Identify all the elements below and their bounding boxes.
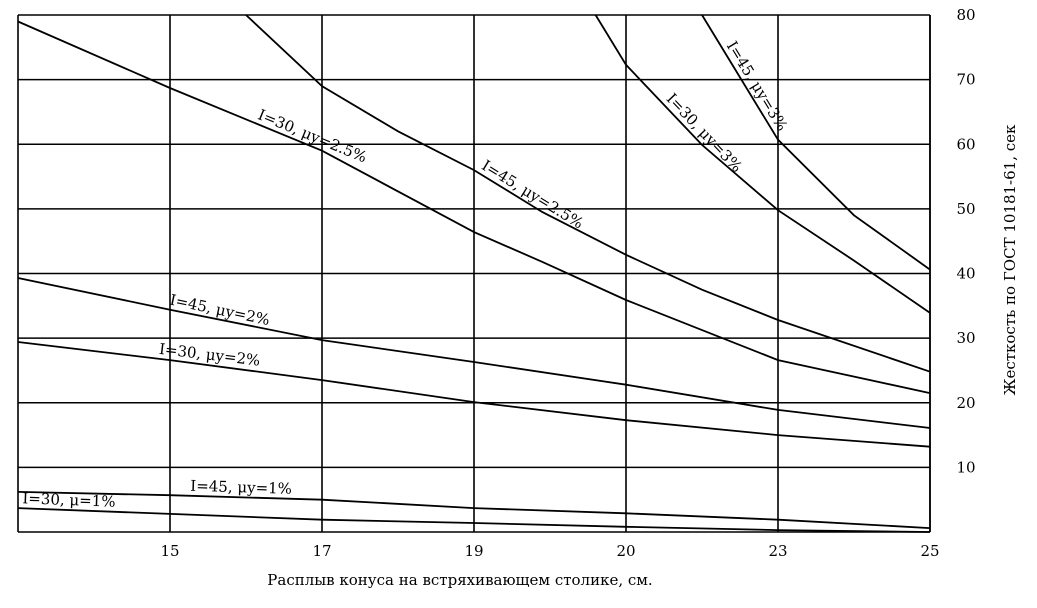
series-line [17, 507, 931, 533]
y-tick-label: 30 [956, 329, 975, 347]
series-label: I=30, μy=2.5% [255, 106, 369, 167]
y-tick-label: 60 [956, 135, 975, 153]
series-label: I=45, μy=1% [190, 477, 292, 498]
series-line [594, 14, 931, 314]
series-label: I=45, μy=3% [723, 38, 791, 134]
y-tick-label: 50 [956, 200, 975, 218]
series-line [17, 491, 931, 529]
x-axis-title: Расплыв конуса на встряхивающем столике,… [267, 571, 652, 589]
x-tick-label: 17 [312, 542, 331, 560]
series-line [245, 14, 931, 373]
x-tick-label: 23 [768, 542, 787, 560]
y-tick-label: 80 [956, 6, 975, 24]
series-label: I=45, μy=2% [168, 291, 271, 329]
y-tick-label: 40 [956, 265, 975, 283]
x-tick-label: 19 [464, 542, 483, 560]
series-line [701, 14, 931, 271]
series-line [17, 277, 931, 429]
y-tick-label: 20 [956, 394, 975, 412]
x-tick-label: 25 [920, 542, 939, 560]
series-line [17, 20, 931, 394]
series-label: I=45, μy=2.5% [479, 156, 587, 232]
y-tick-label: 10 [956, 458, 975, 476]
x-tick-label: 20 [616, 542, 635, 560]
y-tick-label: 70 [956, 71, 975, 89]
series-label: I=30, μ=1% [22, 489, 116, 511]
series-label: I=30, μy=3% [663, 90, 746, 176]
x-tick-label: 15 [160, 542, 179, 560]
y-axis-title: Жесткость по ГОСТ 10181-61, сек [1001, 124, 1019, 395]
series-line [17, 341, 931, 448]
